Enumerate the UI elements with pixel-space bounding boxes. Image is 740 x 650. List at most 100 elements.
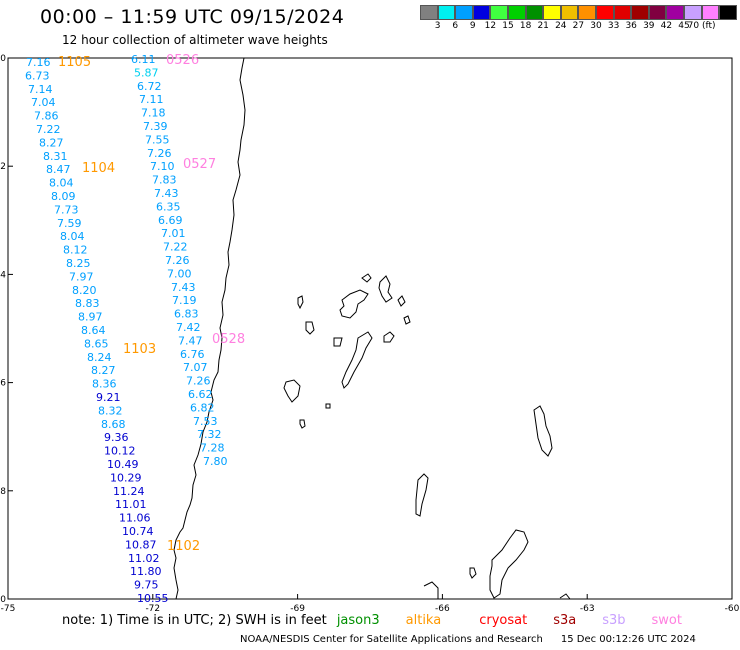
wave-height-value: 11.24 (113, 485, 145, 498)
pass-label-1103: 1103 (123, 342, 156, 357)
color-swatch (455, 5, 473, 20)
wave-height-value: 11.01 (115, 498, 147, 511)
color-scale-tick-label: 21 (537, 21, 549, 31)
satellite-legend-jason3: jason3 (336, 613, 380, 628)
wave-height-value: 6.73 (25, 69, 50, 82)
wave-height-value: 8.09 (51, 190, 76, 203)
wave-height-value: 7.04 (31, 96, 56, 109)
y-tick-label: -26 (0, 379, 6, 389)
coastline (173, 57, 246, 600)
color-scale-tick-label: 30 (590, 21, 602, 31)
wave-height-value: 7.22 (163, 241, 188, 254)
color-swatch (631, 5, 649, 20)
x-tick-label: -60 (725, 604, 740, 614)
color-swatch (437, 5, 456, 20)
wave-height-value: 8.25 (66, 257, 91, 270)
wave-height-value: 9.75 (134, 579, 159, 592)
wave-height-value: 7.43 (171, 281, 196, 294)
satellite-legend: jason3 altika cryosat s3a s3b swot (331, 613, 682, 628)
wave-height-value: 9.21 (96, 391, 121, 404)
y-tick-label: -24 (0, 270, 6, 280)
wave-height-value: 7.80 (203, 455, 228, 468)
wave-height-value: 6.35 (156, 200, 181, 213)
wave-height-value: 7.10 (150, 160, 175, 173)
map-title: 00:00 – 11:59 UTC 09/15/2024 (40, 6, 345, 28)
wave-height-value: 7.32 (197, 428, 222, 441)
footnote: note: 1) Time is in UTC; 2) SWH is in fe… (62, 613, 682, 628)
wave-height-value: 7.39 (143, 120, 168, 133)
color-swatch (683, 5, 702, 20)
color-swatch (648, 5, 667, 20)
color-swatch (613, 5, 632, 20)
wave-height-value: 8.36 (92, 378, 117, 391)
wave-height-value: 7.59 (57, 217, 82, 230)
wave-height-value: 7.01 (161, 227, 186, 240)
pass-label-0528: 0528 (212, 332, 245, 347)
wave-height-value: 10.12 (104, 445, 136, 458)
color-scale-tick-label: 15 (502, 21, 514, 31)
color-scale-ticks: 3 6 9 12 15 18 21 24 27 30 33 36 39 42 45 70 (ft) (420, 21, 740, 33)
wave-height-value: 7.19 (172, 294, 197, 307)
wave-height-value: 8.83 (75, 297, 100, 310)
color-swatch (666, 5, 684, 20)
wave-height-value: 8.32 (98, 404, 123, 417)
y-tick-labels: -20 -22 -24 -26 -28 -30 (0, 54, 6, 605)
wave-height-value: 8.31 (43, 150, 68, 163)
color-scale-tick-label: 3 (434, 21, 441, 31)
wave-height-value: 7.28 (200, 442, 225, 455)
wave-height-value: 6.76 (180, 348, 205, 361)
wave-height-value: 7.97 (69, 270, 94, 283)
wave-height-value: 7.53 (193, 415, 218, 428)
pass-label-1104: 1104 (82, 161, 115, 176)
wave-height-values: 7.166.737.147.047.867.228.278.318.478.04… (25, 53, 228, 605)
wave-height-value: 8.64 (81, 324, 106, 337)
wave-height-value: 11.80 (130, 565, 162, 578)
wave-height-value: 7.26 (147, 147, 172, 160)
wave-height-value: 8.12 (63, 244, 88, 257)
wave-height-value: 7.55 (145, 133, 170, 146)
color-scale-tick-label: 18 (519, 21, 532, 31)
wave-height-value: 5.87 (134, 66, 159, 79)
satellite-legend-swot: swot (651, 613, 682, 628)
x-tick-label: -63 (580, 604, 595, 614)
axis-ticks (7, 57, 733, 600)
wave-height-value: 7.26 (165, 254, 190, 267)
wave-height-value: 7.16 (26, 56, 51, 69)
color-swatch (490, 5, 508, 20)
color-scale-tick-label: 12 (484, 21, 497, 31)
pass-label-0527: 0527 (183, 157, 216, 172)
credit-org: NOAA/NESDIS Center for Satellite Applica… (240, 634, 543, 645)
satellite-legend-s3a: s3a (553, 613, 577, 628)
wave-height-value: 7.22 (36, 123, 61, 136)
color-scale-tick-label: 42 (660, 21, 673, 31)
wave-height-value: 8.27 (39, 136, 64, 149)
wave-height-value: 6.72 (137, 80, 162, 93)
credit-timestamp: 15 Dec 00:12:26 UTC 2024 (560, 634, 696, 645)
x-tick-label: -72 (145, 604, 160, 614)
pass-label-0526: 0526 (166, 53, 199, 68)
color-swatch (560, 5, 579, 20)
wave-height-value: 7.07 (183, 361, 208, 374)
wave-height-value: 10.87 (125, 538, 157, 551)
color-swatch (578, 5, 596, 20)
color-scale-tick-label: 36 (625, 21, 637, 31)
map-subtitle: 12 hour collection of altimeter wave hei… (62, 33, 328, 47)
color-swatch (525, 5, 544, 20)
wave-height-value: 9.36 (104, 431, 129, 444)
map-frame (7, 57, 733, 600)
wave-height-value: 10.29 (110, 471, 142, 484)
wave-height-value: 7.00 (167, 267, 192, 280)
color-scale-tick-label: 39 (643, 21, 655, 31)
wave-height-value: 8.04 (60, 230, 85, 243)
credit-line: NOAA/NESDIS Center for Satellite Applica… (240, 634, 696, 645)
wave-height-value: 8.65 (84, 337, 109, 350)
wave-height-value: 8.20 (72, 284, 97, 297)
wave-height-value: 7.14 (28, 83, 53, 96)
color-swatch (719, 5, 737, 20)
wave-height-value: 10.74 (122, 525, 154, 538)
x-tick-label: -66 (435, 604, 450, 614)
wave-height-value: 7.47 (178, 334, 203, 347)
wave-height-value: 6.69 (158, 214, 183, 227)
color-scale-tick-label: 27 (572, 21, 585, 31)
